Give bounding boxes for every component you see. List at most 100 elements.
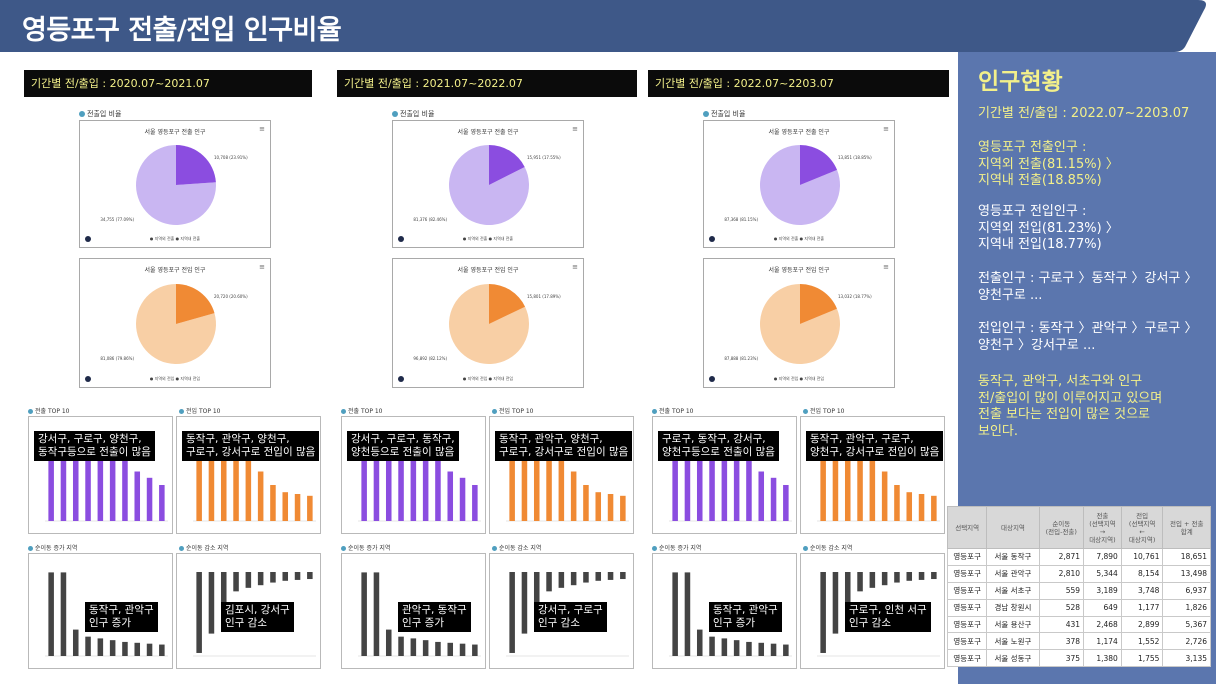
in-top10-2-bars <box>506 432 629 522</box>
hamburger-menu-icon[interactable]: ≡ <box>572 125 578 133</box>
net-increase-note-3: 동작구, 관악구 인구 증가 <box>709 602 782 632</box>
table-cell: 3,189 <box>1083 581 1122 600</box>
table-cell: 영등포구 <box>946 564 988 583</box>
inflow-pie-2-title: 서울 영등포구 전입 인구 <box>457 267 519 274</box>
net-increase-2-bar <box>373 572 380 656</box>
in-top10-2-bar <box>583 485 589 521</box>
inflow-pie-1-title: 서울 영등포구 전입 인구 <box>144 267 206 274</box>
hamburger-menu-icon[interactable]: ≡ <box>572 263 578 271</box>
hamburger-menu-icon[interactable]: ≡ <box>259 125 265 133</box>
outflow-pie-2-title: 서울 영등포구 전출 인구 <box>457 129 519 136</box>
net-increase-1-bars <box>45 572 168 657</box>
out-top10-3-bar <box>672 432 678 521</box>
table-cell: 서울 동작구 <box>986 548 1040 566</box>
in-top10-2-bar <box>570 471 577 521</box>
pie-section-label-text: 전출입 비율 <box>87 110 122 118</box>
net-increase-3-bar <box>758 642 765 656</box>
outflow-pie-2-pie: 81,376 (82.46%) 15,951 (17.55%) <box>413 145 561 225</box>
in-top10-1-bar <box>257 471 264 521</box>
section-bullet-icon <box>79 111 85 117</box>
period-header-2: 기간별 전/출입 : 2021.07~2022.07 <box>337 70 637 97</box>
in-top10-1-bar <box>294 494 301 521</box>
table-cell: 서울 용산구 <box>986 615 1040 634</box>
table-header-cell: 선택지역 <box>946 506 988 549</box>
hamburger-menu-icon[interactable]: ≡ <box>883 125 889 133</box>
table-cell: 378 <box>1038 632 1085 651</box>
net-increase-caption-text: 순이동 증가 지역 <box>348 545 391 552</box>
net-decrease-caption-text: 순이동 감소 지역 <box>499 545 542 552</box>
inflow-pie-1-major-label: 81,086 (79.86%) <box>100 356 134 361</box>
net-increase-note-2: 관악구, 동작구 인구 증가 <box>398 602 471 632</box>
net-decrease-2-bar <box>583 572 589 583</box>
in-top10-caption-text: 전입 TOP 10 <box>186 408 221 415</box>
in-top10-1-bar <box>196 432 202 521</box>
net-increase-2-bar <box>472 644 478 656</box>
outflow-pie-3-major-label: 87,368 (81.15%) <box>724 217 758 222</box>
in-top10-2-bar <box>595 492 602 521</box>
table-cell: 1,174 <box>1083 632 1122 651</box>
chart-logo-icon <box>709 376 715 382</box>
table-cell: 서울 노원구 <box>986 632 1040 651</box>
inflow-pie-1-card: 서울 영등포구 전입 인구 ≡ 81,086 (79.86%) 20,720 (20.… <box>79 258 271 388</box>
in-top10-2-bar <box>509 432 515 521</box>
out-top10-3-bar <box>733 458 740 521</box>
out-top10-2-bar <box>385 434 392 521</box>
in-top10-3-bar <box>931 495 937 521</box>
outflow-pie-1-pie: 34,755 (77.09%) 10,708 (23.91%) <box>100 145 248 225</box>
out-top10-1-bars <box>45 432 168 522</box>
table-cell: 528 <box>1038 598 1085 617</box>
table-cell: 경남 창원시 <box>986 598 1040 617</box>
table-cell: 7,890 <box>1083 548 1122 566</box>
table-cell: 3,135 <box>1162 649 1211 668</box>
out-top10-2-bar <box>373 432 380 521</box>
in-top10-caption: 전입 TOP 10 <box>492 406 534 415</box>
table-cell: 5,344 <box>1083 564 1122 583</box>
in-top10-3-bar <box>918 494 925 521</box>
net-decrease-3-bar <box>869 572 876 588</box>
outflow-pie-1-legend: ● 지역외 전출 ● 지역내 전출 <box>149 236 201 241</box>
section-bullet-icon <box>703 111 709 117</box>
table-cell: 서울 서초구 <box>986 581 1040 600</box>
table-cell: 1,552 <box>1120 632 1164 651</box>
out-top10-3-bar <box>770 477 777 521</box>
page-header: 영등포구 전출/전입 인구비율 <box>0 0 1216 52</box>
in-top10-note-3: 동작구, 관악구, 구로구, 양천구, 강서구로 전입이 많음 <box>806 431 944 461</box>
out-top10-3-bar <box>709 435 715 521</box>
table-cell: 2,871 <box>1038 548 1085 566</box>
in-top10-1-bar <box>270 485 276 521</box>
out-top10-3-bar <box>783 485 789 521</box>
out-top10-3-bar <box>684 432 691 521</box>
net-decrease-2-bar <box>570 572 577 586</box>
table-cell: 서울 성동구 <box>986 649 1040 668</box>
net-decrease-note-1: 김포시, 강서구 인구 감소 <box>221 602 294 632</box>
pie-section-label-text: 전출입 비율 <box>711 110 746 118</box>
net-decrease-2-bar <box>509 572 515 653</box>
net-increase-3-bar <box>770 643 777 656</box>
inflow-pie-2-slice-minor <box>489 284 526 324</box>
in-top10-2-bar <box>521 435 528 521</box>
net-decrease-2-bars <box>506 572 629 657</box>
table-cell: 13,498 <box>1162 564 1211 583</box>
hamburger-menu-icon[interactable]: ≡ <box>259 263 265 271</box>
out-top10-1-bar <box>72 434 79 521</box>
net-increase-3-bar <box>672 572 678 656</box>
out-top10-1-bar <box>48 432 54 521</box>
net-decrease-2-bar <box>620 572 626 580</box>
in-top10-2-bar <box>558 458 565 521</box>
table-header-cell: 전입 + 전출 합계 <box>1162 506 1211 549</box>
net-increase-1-bar <box>109 640 116 656</box>
in-top10-1-bar <box>282 492 289 521</box>
inflow-pie-2-pie: 96,892 (82.12%) 15,801 (17.89%) <box>413 284 561 364</box>
net-decrease-1-bar <box>294 572 301 580</box>
section-bullet-icon <box>341 546 346 551</box>
net-decrease-3-bar <box>832 572 839 634</box>
header-banner-shape <box>0 0 1206 52</box>
net-decrease-1-bar <box>233 572 239 592</box>
table-cell: 영등포구 <box>946 581 988 600</box>
net-increase-note-1: 동작구, 관악구 인구 증가 <box>85 602 158 632</box>
inflow-pie-1-pie: 81,086 (79.86%) 20,720 (20.60%) <box>100 284 248 364</box>
net-decrease-3-bar <box>931 572 937 580</box>
hamburger-menu-icon[interactable]: ≡ <box>883 263 889 271</box>
table-header-cell: 대상지역 <box>986 506 1040 549</box>
table-cell: 1,755 <box>1120 649 1164 668</box>
